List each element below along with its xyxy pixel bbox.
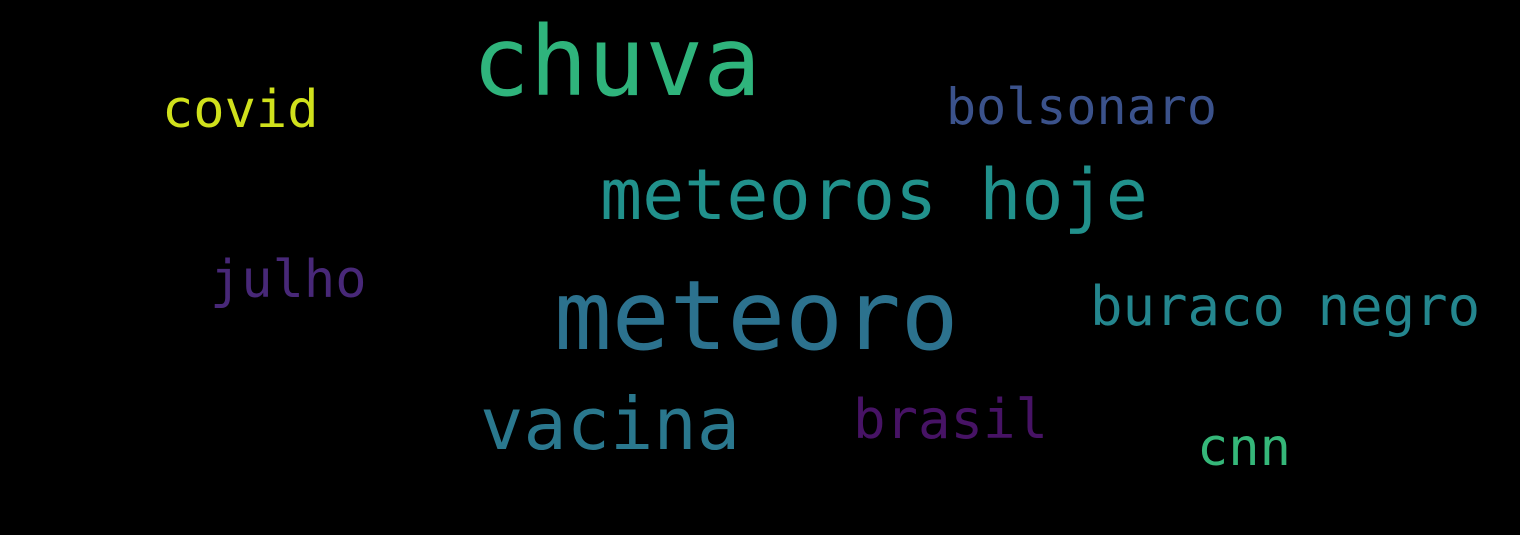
word-bolsonaro: bolsonaro bbox=[946, 78, 1217, 136]
word-vacina: vacina bbox=[480, 382, 741, 466]
word-buraco-negro: buraco negro bbox=[1090, 275, 1481, 338]
word-julho: julho bbox=[210, 250, 367, 310]
word-chuva: chuva bbox=[472, 6, 761, 118]
word-meteoro: meteoro bbox=[554, 260, 959, 372]
word-cnn: cnn bbox=[1197, 418, 1291, 478]
word-covid: covid bbox=[162, 80, 319, 140]
word-meteoros-hoje: meteoros hoje bbox=[600, 154, 1148, 236]
word-brasil: brasil bbox=[853, 388, 1049, 451]
